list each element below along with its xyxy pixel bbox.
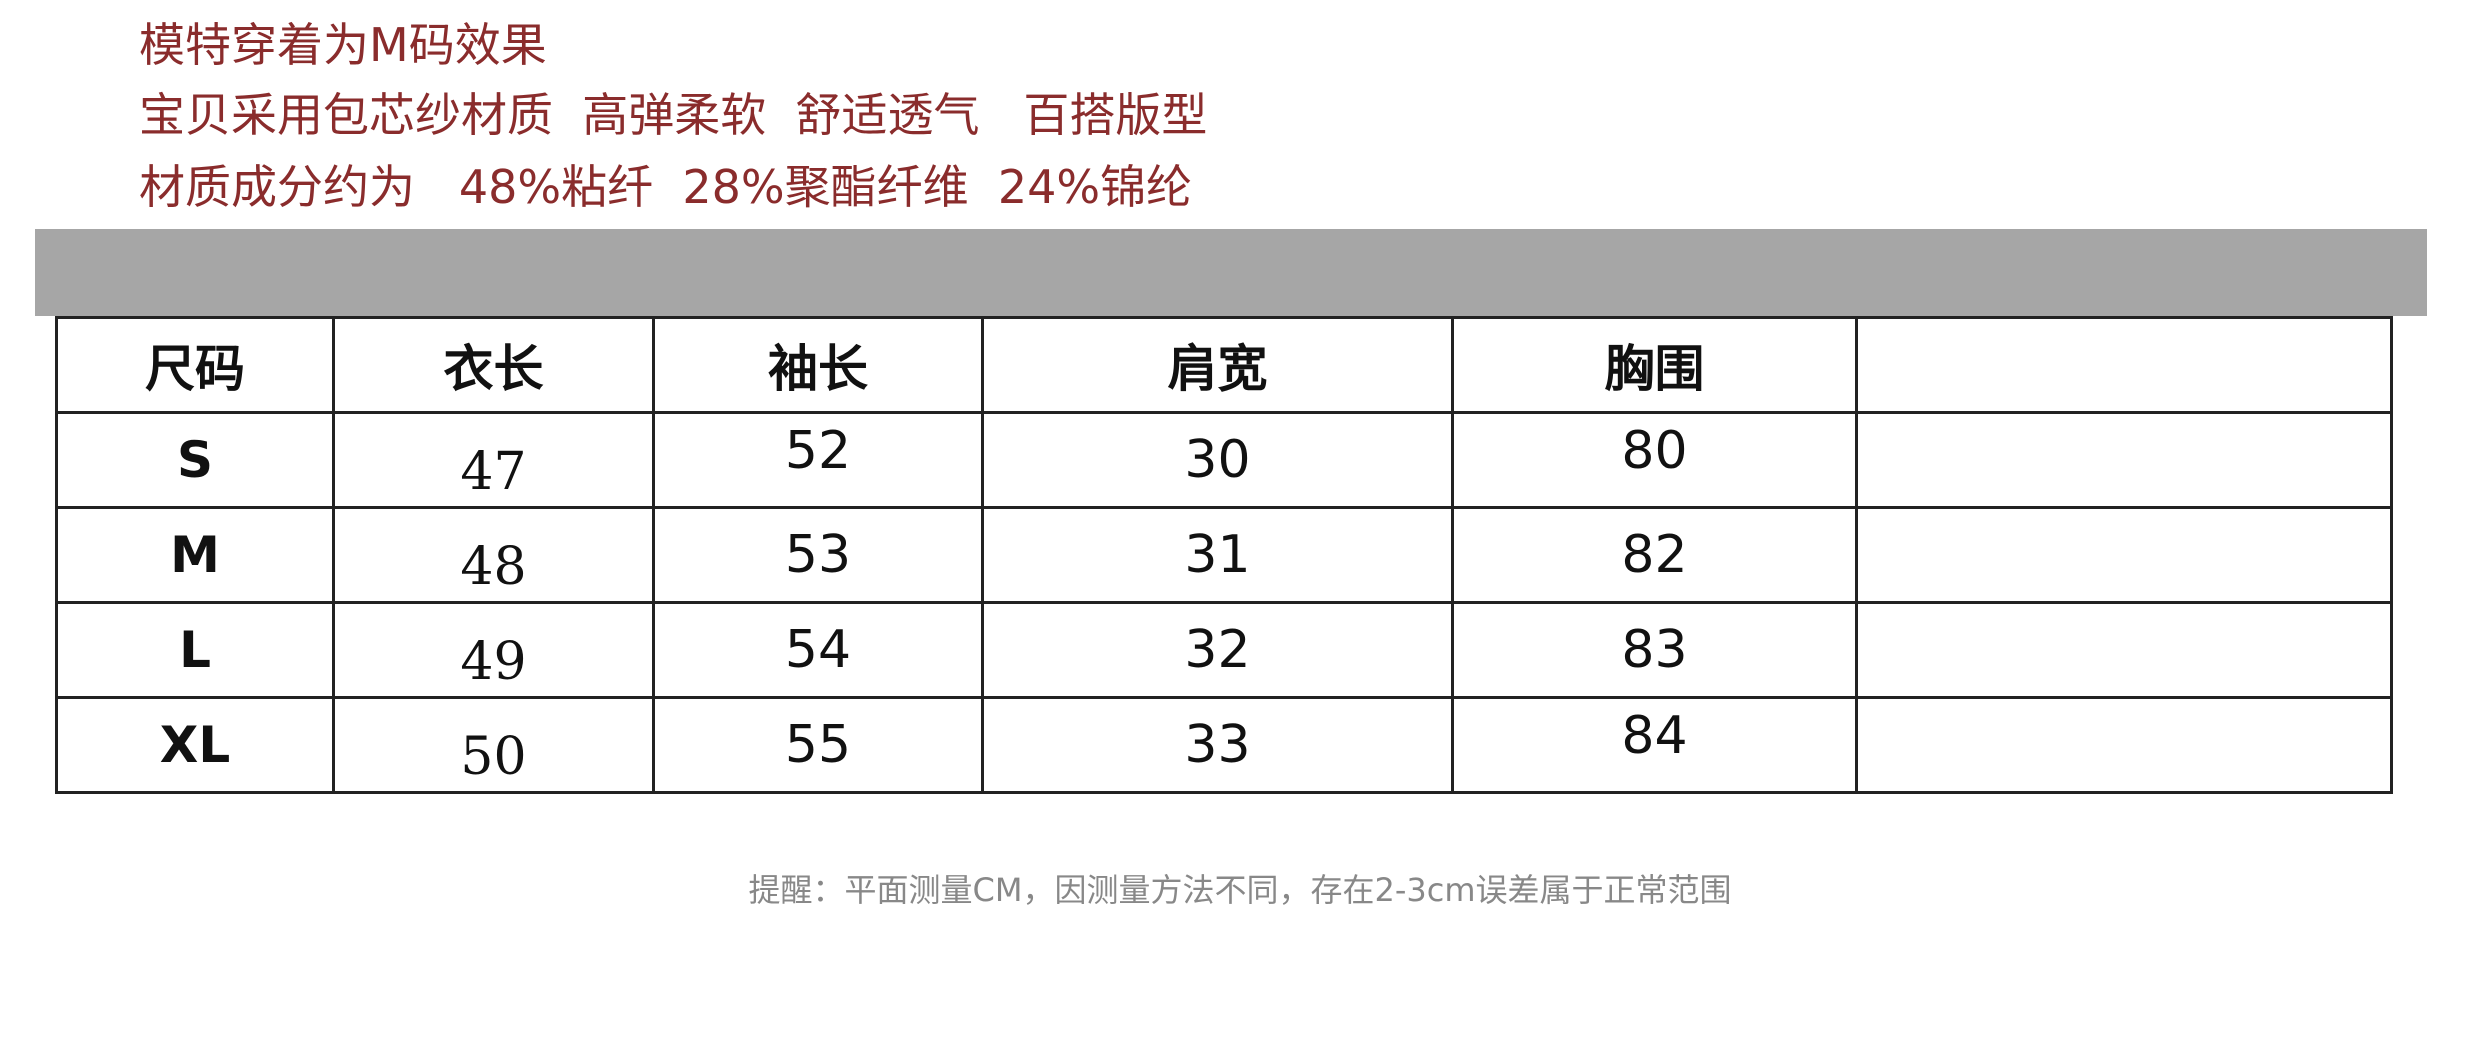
measurement-note: 提醒：平面测量CM，因测量方法不同，存在2-3cm误差属于正常范围 [748,871,1732,909]
intro-line-composition: 材质成分约为 48%粘纤 28%聚酯纤维 24%锦纶 [139,160,1193,214]
cell-chest: 84 [1451,696,1858,794]
header-chest: 胸围 [1451,316,1858,414]
cell-size: M [55,506,335,604]
cell-sleeve: 54 [652,601,984,699]
intro-line-model: 模特穿着为M码效果 [139,18,547,72]
intro-line-material: 宝贝采用包芯纱材质 高弹柔软 舒适透气 百搭版型 [139,88,1208,142]
header-shoulder: 肩宽 [981,316,1454,414]
table-row: L 49 54 32 83 [55,601,2393,699]
cell-shoulder: 32 [981,601,1454,699]
table-row: M 48 53 31 82 [55,506,2393,604]
cell-empty [1855,411,2393,509]
table-row: XL 50 55 33 84 [55,696,2393,794]
table-header-bar [35,229,2427,316]
header-sleeve: 袖长 [652,316,984,414]
cell-length: 48 [332,506,655,604]
cell-size: S [55,411,335,509]
cell-shoulder: 33 [981,696,1454,794]
cell-empty [1855,601,2393,699]
table-row: S 47 52 30 80 [55,411,2393,509]
cell-length: 49 [332,601,655,699]
cell-sleeve: 52 [652,411,984,509]
header-length: 衣长 [332,316,655,414]
header-empty [1855,316,2393,414]
cell-empty [1855,696,2393,794]
cell-size: L [55,601,335,699]
cell-shoulder: 30 [981,411,1454,509]
size-chart-table: 尺码 衣长 袖长 肩宽 胸围 S 47 52 30 80 M 48 53 31 … [55,316,2393,794]
cell-sleeve: 55 [652,696,984,794]
table-header-row: 尺码 衣长 袖长 肩宽 胸围 [55,316,2393,414]
cell-shoulder: 31 [981,506,1454,604]
header-size: 尺码 [55,316,335,414]
cell-length: 47 [332,411,655,509]
cell-chest: 80 [1451,411,1858,509]
cell-chest: 82 [1451,506,1858,604]
cell-chest: 83 [1451,601,1858,699]
cell-length: 50 [332,696,655,794]
cell-sleeve: 53 [652,506,984,604]
cell-empty [1855,506,2393,604]
cell-size: XL [55,696,335,794]
